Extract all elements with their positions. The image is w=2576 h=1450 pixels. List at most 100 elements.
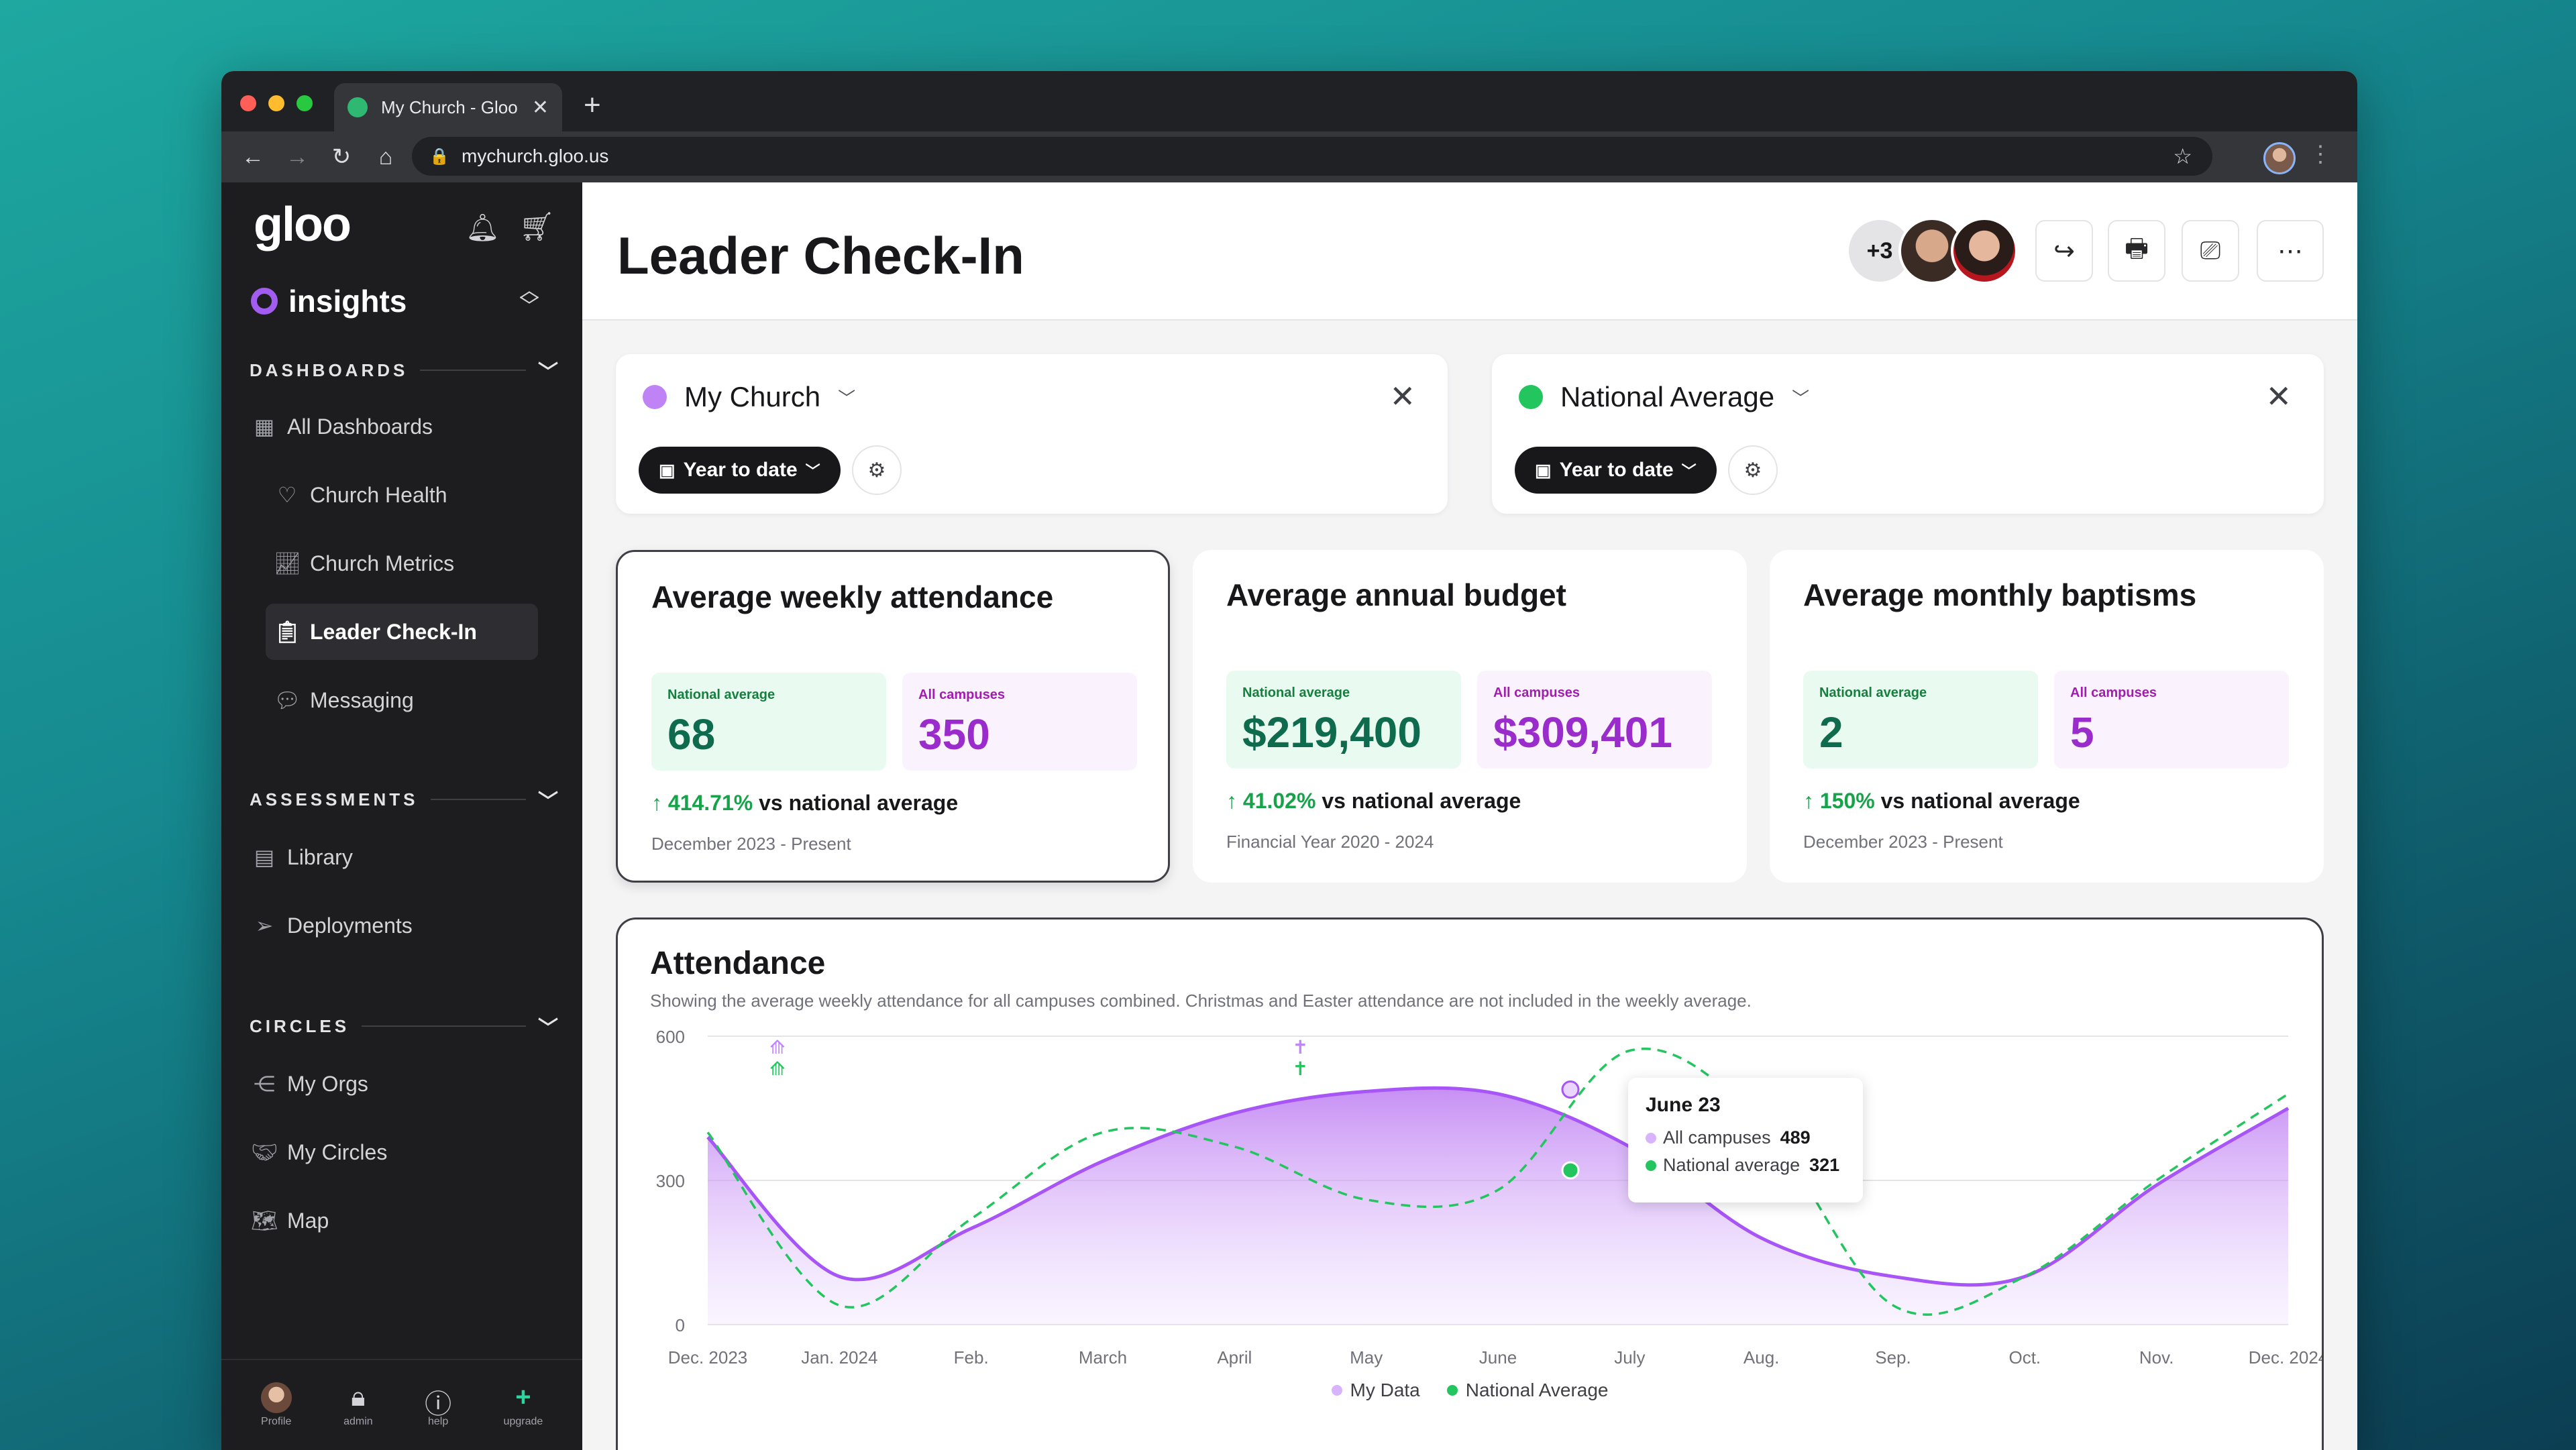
sidebar-item-my-orgs[interactable]: ⋲ My Orgs <box>246 1056 541 1112</box>
help-label: help <box>428 1416 449 1427</box>
print-button[interactable]: 🖶 <box>2108 220 2165 282</box>
sidebar-item-deployments[interactable]: ➢ Deployments <box>246 897 541 954</box>
metric-card-weekly-attendance[interactable]: Average weekly attendance National avera… <box>616 550 1170 883</box>
x-tick-label: Dec. 2023 <box>668 1347 748 1368</box>
product-switch-chevrons-icon[interactable]: ︿ ﹀ <box>519 280 539 318</box>
legend-dot <box>1446 1385 1458 1396</box>
gloo-favicon <box>347 97 368 117</box>
filter-settings-button[interactable]: ⚙ <box>1728 445 1778 495</box>
share-button[interactable]: ↪ <box>2035 220 2093 282</box>
remove-dataset-button[interactable]: ✕ <box>1389 379 1415 414</box>
address-bar[interactable]: 🔒 mychurch.gloo.us ☆ <box>412 137 2212 176</box>
attendance-chart[interactable]: 0 300 600 Dec. 2023 Jan. 2024 Feb. March April M… <box>618 919 2322 1376</box>
legend-item-my-data[interactable]: My Data <box>1331 1380 1420 1401</box>
x-tick-label: March <box>1079 1347 1127 1368</box>
avatar[interactable] <box>1951 217 2018 284</box>
metrics-icon: 📈︎ <box>274 551 301 575</box>
y-tick-label: 300 <box>656 1171 685 1191</box>
sidebar-item-church-health[interactable]: ♡ Church Health <box>266 467 541 523</box>
dataset-selector[interactable]: National Average ﹀ <box>1519 381 1809 413</box>
minimize-window-button[interactable] <box>268 95 284 111</box>
upgrade-button[interactable]: + upgrade <box>504 1382 543 1428</box>
gloo-logo[interactable]: gloo <box>254 198 352 252</box>
browser-profile-avatar[interactable] <box>2263 142 2296 174</box>
handshake-icon: 🤝︎ <box>251 1140 278 1164</box>
sidebar-item-church-metrics[interactable]: 📈︎ Church Metrics <box>266 535 541 592</box>
browser-menu-icon[interactable]: ⋮ <box>2309 142 2332 167</box>
national-average-box: National average 2 <box>1803 671 2038 769</box>
present-button[interactable]: ⎚ <box>2182 220 2239 282</box>
reload-icon[interactable]: ↻ <box>331 144 352 170</box>
browser-toolbar: ← → ↻ ⌂ 🔒 mychurch.gloo.us ☆ ⋮ <box>221 131 2357 182</box>
browser-tab[interactable]: My Church - Gloo ✕ <box>334 83 562 131</box>
date-range-button[interactable]: ▣ Year to date ﹀ <box>1515 447 1717 494</box>
sidebar-item-library[interactable]: ▤ Library <box>246 829 541 885</box>
profile-button[interactable]: Profile <box>260 1382 292 1428</box>
x-tick-label: Sep. <box>1875 1347 1911 1368</box>
sidebar-footer: Profile 🔒︎ admin ⓘ help + upgrade <box>221 1359 582 1450</box>
filter-card-my-church: My Church ﹀ ✕ ▣ Year to date ﹀ ⚙ <box>616 354 1448 514</box>
chart-title: Attendance <box>650 946 826 981</box>
sidebar-item-map[interactable]: 🗺︎ Map <box>246 1192 541 1249</box>
upgrade-label: upgrade <box>503 1416 543 1427</box>
national-average-box: National average $219,400 <box>1226 671 1461 769</box>
national-average-label: National average <box>667 687 775 702</box>
home-icon[interactable]: ⌂ <box>378 144 393 170</box>
maximize-window-button[interactable] <box>297 95 313 111</box>
library-icon: ▤ <box>254 845 275 869</box>
legend-label: National Average <box>1465 1380 1609 1400</box>
sidebar-item-leader-check-in[interactable]: 📋︎ Leader Check-In <box>266 604 538 660</box>
admin-button[interactable]: 🔒︎ admin <box>343 1382 373 1428</box>
metric-card-annual-budget[interactable]: Average annual budget National average $2… <box>1193 550 1747 883</box>
my-data-line <box>706 1086 2290 1287</box>
section-assessments[interactable]: ASSESSMENTS ﹀ <box>250 785 558 814</box>
sidebar-item-my-circles[interactable]: 🤝︎ My Circles <box>246 1124 541 1180</box>
tab-title: My Church - Gloo <box>381 97 518 117</box>
all-campuses-label: All campuses <box>918 687 1005 702</box>
all-campuses-value: 350 <box>918 710 990 759</box>
bell-icon[interactable]: 🔔︎ <box>466 213 500 243</box>
back-icon[interactable]: ← <box>241 144 264 170</box>
dataset-selector[interactable]: My Church ﹀ <box>643 381 855 413</box>
tree-icon: ⟰ <box>769 1036 785 1058</box>
presentation-icon: ⎚ <box>2200 236 2221 265</box>
close-tab-icon[interactable]: ✕ <box>531 96 549 119</box>
remove-dataset-button[interactable]: ✕ <box>2265 379 2292 414</box>
chevron-down-icon: ﹀ <box>805 463 820 480</box>
url-text: mychurch.gloo.us <box>462 146 609 166</box>
tooltip-label: All campuses <box>1663 1127 1771 1148</box>
bookmark-star-icon[interactable]: ☆ <box>2173 144 2192 168</box>
x-tick-label: Dec. 2024 <box>2249 1347 2322 1368</box>
close-window-button[interactable] <box>240 95 256 111</box>
sidebar-item-all-dashboards[interactable]: ▦ All Dashboards <box>246 398 541 455</box>
filter-card-national-average: National Average ﹀ ✕ ▣ Year to date ﹀ ⚙ <box>1492 354 2324 514</box>
cart-icon[interactable]: 🛒︎ <box>519 211 555 242</box>
help-button[interactable]: ⓘ help <box>425 1382 451 1428</box>
calendar-icon: ▣ <box>659 459 676 480</box>
date-range-label: Year to date <box>1559 459 1674 481</box>
forward-icon[interactable]: → <box>286 144 309 170</box>
date-range-button[interactable]: ▣ Year to date ﹀ <box>639 447 841 494</box>
collaborator-avatars[interactable]: +3 <box>1846 217 2018 284</box>
section-label: DASHBOARDS <box>250 359 409 380</box>
metric-title: Average annual budget <box>1226 577 1566 612</box>
national-average-value: 68 <box>667 710 716 759</box>
section-dashboards[interactable]: DASHBOARDS ﹀ <box>250 355 558 385</box>
legend-item-national-average[interactable]: National Average <box>1446 1380 1609 1401</box>
section-circles[interactable]: CIRCLES ﹀ <box>250 1011 558 1041</box>
filter-settings-button[interactable]: ⚙ <box>852 445 902 495</box>
sidebar-item-messaging[interactable]: 💬︎ Messaging <box>266 672 541 728</box>
legend-dot <box>1646 1160 1656 1171</box>
attendance-chart-card: Attendance Showing the average weekly at… <box>616 917 2324 1450</box>
new-tab-button[interactable]: + <box>584 89 601 121</box>
my-data-area <box>708 1088 2288 1325</box>
y-tick-label: 600 <box>656 1027 685 1047</box>
more-options-button[interactable]: ⋯ <box>2257 220 2324 282</box>
metric-card-monthly-baptisms[interactable]: Average monthly baptisms National averag… <box>1770 550 2324 883</box>
product-switcher[interactable]: insights <box>251 283 407 319</box>
sidebar-item-label: Church Health <box>310 482 447 507</box>
dataset-color-dot <box>1519 385 1543 409</box>
tooltip-value: 321 <box>1809 1155 1840 1175</box>
legend-label: My Data <box>1350 1380 1420 1400</box>
date-range-label: Year to date <box>683 459 798 481</box>
